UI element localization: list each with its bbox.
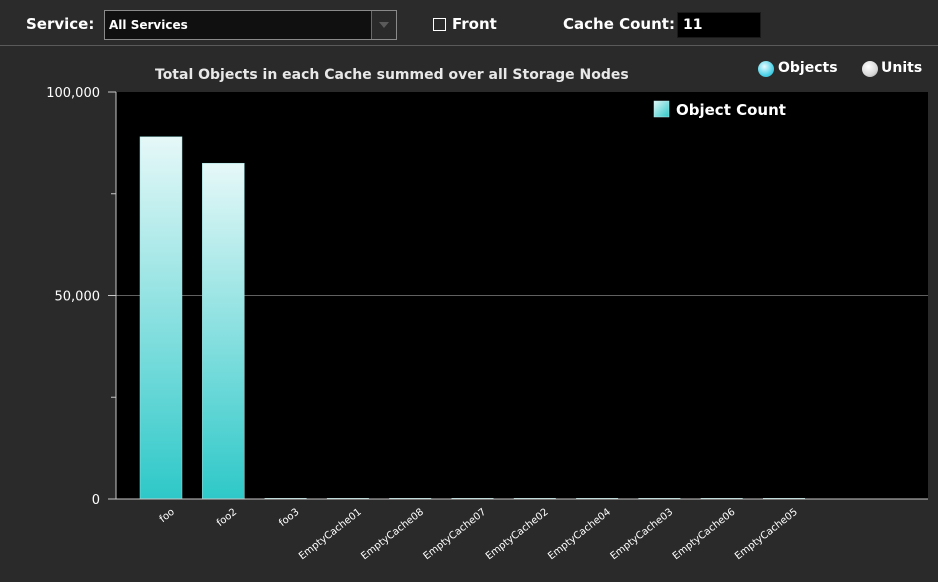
objects-radio[interactable]	[758, 61, 774, 77]
legend-label: Object Count	[676, 101, 786, 119]
service-dropdown[interactable]: All Services	[104, 10, 397, 40]
objects-radio-label[interactable]: Objects	[778, 60, 838, 76]
x-tick-label: EmptyCache07	[422, 507, 489, 563]
units-radio[interactable]	[862, 61, 878, 77]
x-tick-label: EmptyCache03	[609, 507, 676, 563]
service-dropdown-value: All Services	[109, 18, 188, 32]
x-tick-label: EmptyCache06	[671, 507, 738, 563]
chevron-down-icon	[379, 22, 389, 28]
x-tick-label: foo3	[277, 507, 301, 529]
x-tick-label: EmptyCache02	[484, 507, 551, 563]
y-tick-label: 50,000	[55, 290, 101, 305]
x-tick-label: foo	[158, 507, 177, 525]
x-tick-label: EmptyCache04	[546, 507, 613, 563]
toolbar: Service: All Services Front Cache Count:…	[0, 0, 938, 46]
cache-count-value: 11	[677, 12, 761, 38]
dropdown-arrow-button[interactable]	[371, 11, 396, 39]
legend-swatch	[653, 100, 670, 118]
x-tick-label: foo2	[215, 507, 239, 529]
front-checkbox[interactable]	[433, 18, 446, 31]
service-label: Service:	[26, 15, 95, 33]
bar-foo[interactable]	[139, 136, 183, 500]
front-checkbox-label[interactable]: Front	[452, 15, 497, 33]
units-radio-label[interactable]: Units	[881, 60, 923, 76]
y-tick-label: 0	[92, 493, 100, 508]
chart-title: Total Objects in each Cache summed over …	[155, 67, 629, 83]
y-tick-label: 100,000	[46, 86, 100, 101]
bar-foo2[interactable]	[202, 162, 245, 500]
x-tick-label: EmptyCache01	[297, 507, 364, 563]
cache-count-label: Cache Count:	[563, 15, 675, 33]
x-tick-label: EmptyCache05	[733, 507, 800, 563]
x-tick-label: EmptyCache08	[359, 507, 426, 563]
